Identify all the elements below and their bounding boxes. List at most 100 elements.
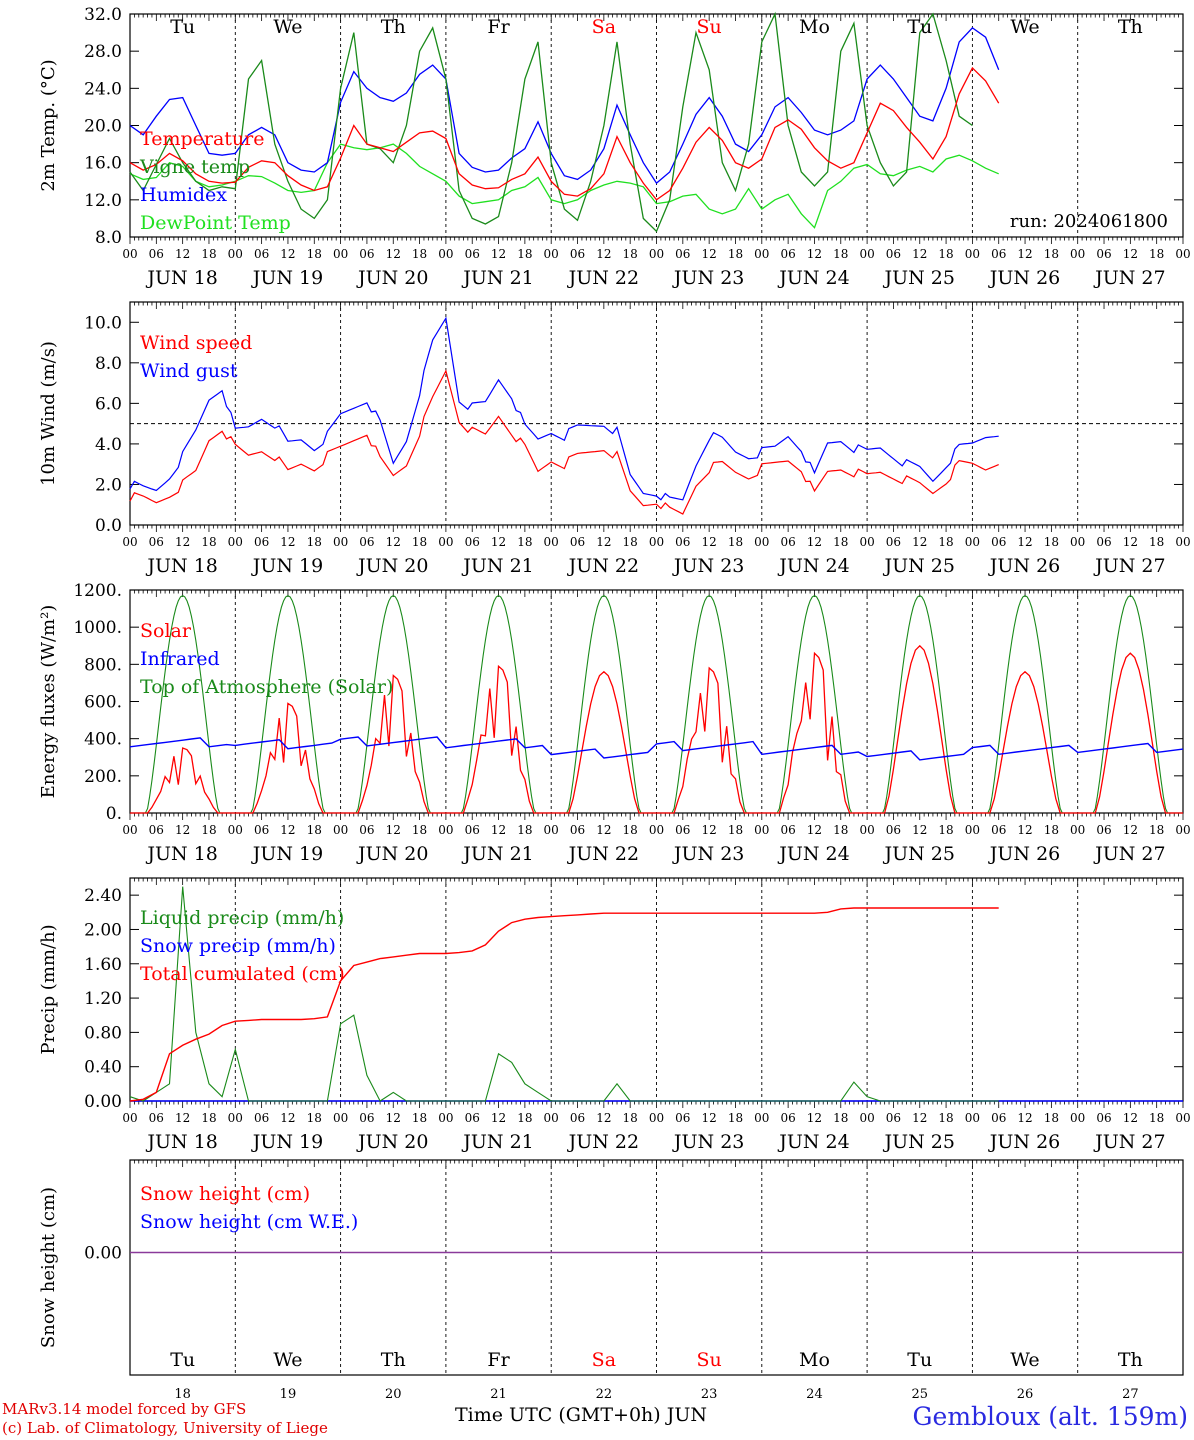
hour-tick-label: 00: [122, 823, 137, 837]
bottom-date-label: 22: [596, 1387, 613, 1400]
hour-tick-label: 06: [991, 247, 1006, 261]
y-tick-label: 400.: [84, 730, 122, 750]
day-tick-label: JUN 23: [672, 555, 744, 577]
hour-tick-label: 18: [728, 247, 743, 261]
hour-tick-label: 06: [254, 1111, 269, 1125]
panel-2-frame: [129, 301, 1184, 526]
hour-tick-label: 18: [307, 823, 322, 837]
hour-tick-label: 00: [1175, 1111, 1190, 1125]
hour-tick-label: 12: [491, 1111, 506, 1125]
bottom-day-label: Fr: [487, 1349, 510, 1371]
legend-entry: Humidex: [140, 184, 227, 206]
hour-tick-label: 00: [1175, 535, 1190, 549]
y-tick-label: 6.0: [95, 394, 122, 414]
day-tick-label: JUN 20: [356, 1131, 428, 1153]
hour-tick-label: 12: [175, 247, 190, 261]
bottom-day-label: Tu: [907, 1349, 932, 1371]
y-tick-label: 0.0: [95, 516, 122, 536]
hour-tick-label: 00: [1175, 823, 1190, 837]
hour-tick-label: 06: [675, 247, 690, 261]
legend-entry: Snow precip (mm/h): [140, 935, 336, 957]
hour-tick-label: 06: [570, 823, 585, 837]
hour-tick-label: 06: [886, 247, 901, 261]
hour-tick-label: 06: [886, 535, 901, 549]
hour-tick-label: 00: [333, 823, 348, 837]
hour-tick-label: 00: [1070, 823, 1085, 837]
hour-tick-label: 06: [465, 1111, 480, 1125]
day-tick-label: JUN 20: [356, 843, 428, 865]
hour-tick-label: 00: [333, 1111, 348, 1125]
y-tick-label: 2.0: [95, 475, 122, 495]
hour-tick-label: 00: [859, 1111, 874, 1125]
hour-tick-label: 18: [517, 535, 532, 549]
hour-tick-label: 00: [438, 535, 453, 549]
day-tick-label: JUN 27: [1093, 267, 1165, 289]
legend-entry: Vigne temp: [139, 156, 250, 178]
hour-tick-label: 00: [965, 535, 980, 549]
hour-tick-label: 12: [280, 535, 295, 549]
hour-tick-label: 06: [359, 1111, 374, 1125]
hour-tick-label: 00: [122, 535, 137, 549]
day-tick-label: JUN 27: [1093, 1131, 1165, 1153]
hour-tick-label: 06: [991, 535, 1006, 549]
hour-tick-label: 06: [465, 535, 480, 549]
model-credit: MARv3.14 model forced by GFS: [2, 1400, 247, 1418]
day-tick-label: JUN 22: [567, 555, 639, 577]
hour-tick-label: 00: [965, 823, 980, 837]
day-tick-label: JUN 22: [567, 267, 639, 289]
hour-tick-label: 18: [728, 535, 743, 549]
lab-credit: (c) Lab. of Climatology, University of L…: [2, 1419, 328, 1437]
hour-tick-label: 00: [333, 247, 348, 261]
hour-tick-label: 00: [544, 823, 559, 837]
hour-tick-label: 00: [333, 535, 348, 549]
legend-entry: Total cumulated (cm): [140, 963, 345, 985]
hour-tick-label: 12: [596, 247, 611, 261]
hour-tick-label: 12: [280, 1111, 295, 1125]
hour-tick-label: 18: [517, 823, 532, 837]
day-tick-label: JUN 25: [883, 1131, 955, 1153]
hour-tick-label: 00: [1070, 535, 1085, 549]
hour-tick-label: 18: [1149, 535, 1164, 549]
hour-tick-label: 18: [1044, 247, 1059, 261]
day-tick-label: JUN 25: [883, 843, 955, 865]
hour-tick-label: 18: [307, 247, 322, 261]
hour-tick-label: 06: [780, 247, 795, 261]
hour-tick-label: 12: [807, 247, 822, 261]
hour-tick-label: 00: [122, 1111, 137, 1125]
bottom-date-label: 25: [911, 1387, 928, 1400]
day-tick-label: JUN 21: [461, 267, 533, 289]
y-axis-label: 2m Temp. (°C): [38, 59, 59, 191]
hour-tick-label: 12: [1017, 247, 1032, 261]
hour-tick-label: 12: [702, 535, 717, 549]
hour-tick-label: 18: [728, 823, 743, 837]
y-tick-label: 16.0: [84, 154, 122, 174]
day-tick-label: JUN 27: [1093, 843, 1165, 865]
day-tick-label: JUN 19: [251, 555, 323, 577]
day-tick-label: JUN 21: [461, 843, 533, 865]
hour-tick-label: 12: [596, 535, 611, 549]
hour-tick-label: 00: [754, 1111, 769, 1125]
top-day-label: Th: [381, 16, 406, 38]
hour-tick-label: 18: [1149, 1111, 1164, 1125]
y-axis-label: Precip (mm/h): [38, 924, 59, 1054]
panel-3-frame: [129, 589, 1184, 814]
day-tick-label: JUN 23: [672, 843, 744, 865]
hour-tick-label: 18: [728, 1111, 743, 1125]
y-axis-label: Snow height (cm): [38, 1187, 59, 1348]
day-tick-label: JUN 19: [251, 1131, 323, 1153]
hour-tick-label: 18: [623, 823, 638, 837]
y-tick-label: 12.0: [84, 191, 122, 211]
day-tick-label: JUN 18: [145, 555, 217, 577]
station-name: Gembloux (alt. 159m): [912, 1402, 1188, 1431]
hour-tick-label: 12: [175, 823, 190, 837]
bottom-date-label: 26: [1017, 1387, 1034, 1400]
day-tick-label: JUN 18: [145, 843, 217, 865]
hour-tick-label: 12: [1017, 823, 1032, 837]
hour-tick-label: 12: [912, 535, 927, 549]
legend-entry: Snow height (cm W.E.): [140, 1211, 358, 1233]
bottom-day-label: Su: [697, 1349, 722, 1371]
hour-tick-label: 12: [1123, 823, 1138, 837]
hour-tick-label: 00: [649, 1111, 664, 1125]
hour-tick-label: 00: [228, 823, 243, 837]
top-day-label: Fr: [487, 16, 510, 38]
